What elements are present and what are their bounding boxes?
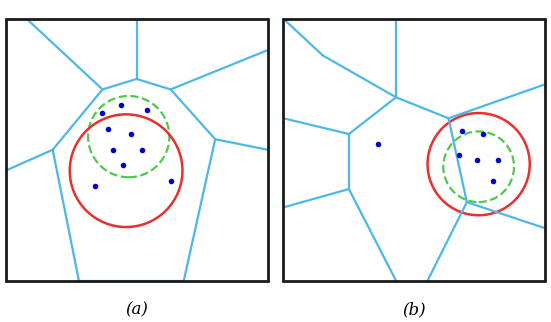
Text: (b): (b) xyxy=(403,302,426,319)
Text: (a): (a) xyxy=(125,302,148,319)
